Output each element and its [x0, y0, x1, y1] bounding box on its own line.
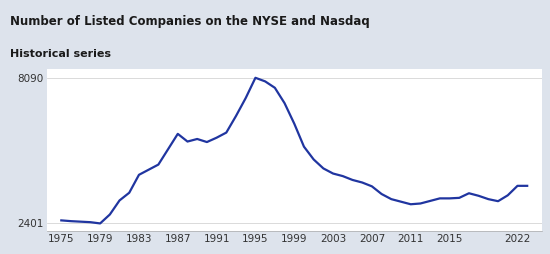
Text: Number of Listed Companies on the NYSE and Nasdaq: Number of Listed Companies on the NYSE a… — [10, 15, 370, 28]
Text: Historical series: Historical series — [10, 49, 111, 59]
